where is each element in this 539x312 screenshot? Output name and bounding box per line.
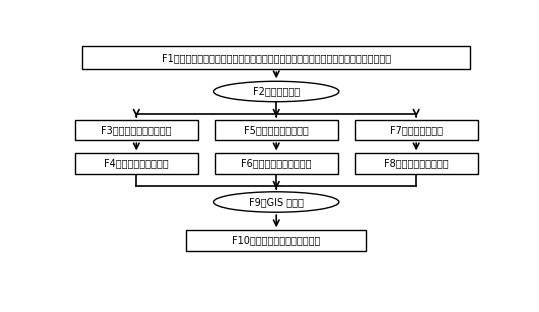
Text: F10：气象观测站智能选址模型: F10：气象观测站智能选址模型	[232, 236, 320, 246]
Text: F2：基础数据库: F2：基础数据库	[253, 86, 300, 96]
FancyBboxPatch shape	[186, 230, 366, 251]
Ellipse shape	[213, 81, 339, 102]
FancyBboxPatch shape	[75, 154, 198, 174]
FancyBboxPatch shape	[355, 154, 478, 174]
Text: F7：气象数据统计: F7：气象数据统计	[390, 125, 443, 135]
FancyBboxPatch shape	[355, 120, 478, 140]
FancyBboxPatch shape	[215, 120, 338, 140]
FancyBboxPatch shape	[75, 120, 198, 140]
FancyBboxPatch shape	[215, 154, 338, 174]
Text: F3：路段坡度与曲率分析: F3：路段坡度与曲率分析	[101, 125, 171, 135]
Ellipse shape	[213, 192, 339, 212]
Text: F4：长下坡与急弯区识: F4：长下坡与急弯区识	[104, 158, 169, 168]
FancyBboxPatch shape	[82, 46, 471, 69]
Text: F9：GIS 数据库: F9：GIS 数据库	[249, 197, 303, 207]
Text: F8：气象灾害风险评估: F8：气象灾害风险评估	[384, 158, 448, 168]
Text: F1：高速公路桩号、桥梁、隙洞、数字高程、土地利用、气象观测、交通事故信息采集: F1：高速公路桩号、桥梁、隙洞、数字高程、土地利用、气象观测、交通事故信息采集	[162, 53, 391, 63]
Text: F6：团雾、积雪路段提取: F6：团雾、积雪路段提取	[241, 158, 312, 168]
Text: F5：交通事故路段提取: F5：交通事故路段提取	[244, 125, 309, 135]
